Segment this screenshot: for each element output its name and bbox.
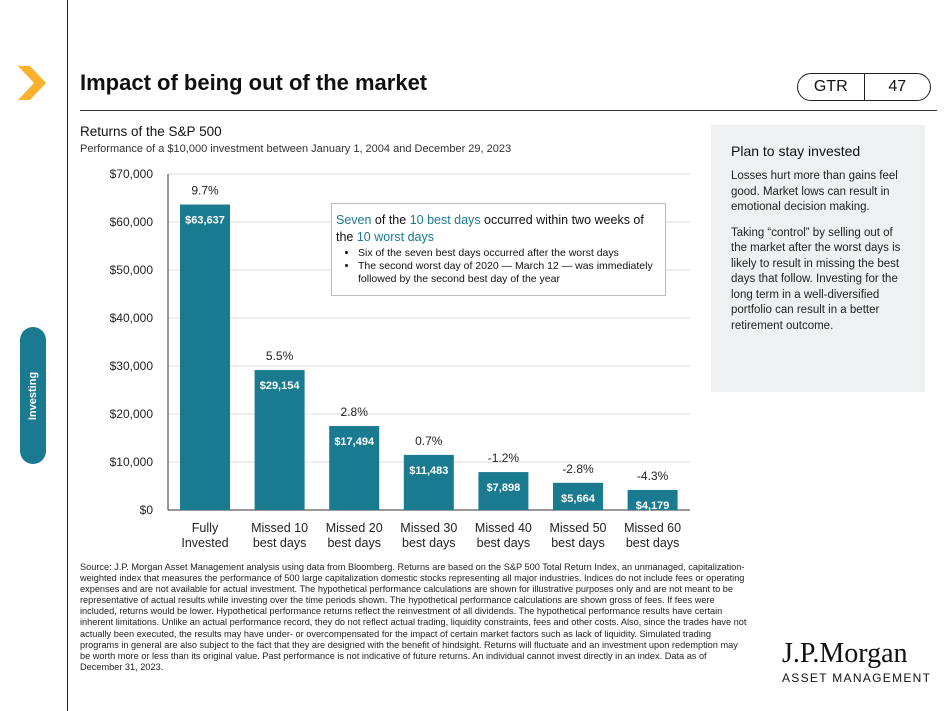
return-label: 9.7% — [191, 184, 219, 198]
bar — [254, 370, 305, 510]
panel-paragraph: Losses hurt more than gains feel good. M… — [731, 170, 898, 213]
annotation-text: 10 best days — [409, 213, 481, 227]
annotation-text: occurred within two weeks of the — [336, 213, 644, 244]
x-tick-label: best days — [327, 536, 381, 550]
logo-sub: ASSET MANAGEMENT — [782, 671, 932, 685]
divider-line — [67, 0, 68, 711]
x-tick-label: Missed 20 — [326, 521, 383, 535]
side-panel: Plan to stay invested Losses hurt more t… — [711, 125, 925, 392]
bar — [478, 472, 529, 510]
x-tick-label: best days — [402, 536, 456, 550]
y-tick-label: $0 — [140, 503, 154, 517]
x-tick-label: Fully — [192, 521, 219, 535]
y-tick-label: $10,000 — [110, 455, 154, 469]
bar-value-label: $63,637 — [185, 215, 225, 227]
annotation-text: Seven — [336, 213, 372, 227]
annotation-text: of the — [371, 213, 410, 227]
bar-value-label: $7,898 — [487, 482, 521, 494]
bar — [403, 454, 454, 510]
bar — [627, 489, 678, 510]
bar — [553, 482, 603, 510]
badge-gtr: GTR — [798, 74, 865, 100]
logo-name: J.P.Morgan — [782, 638, 908, 669]
annotation-bullet: The second worst day of 2020 — March 12 … — [358, 260, 661, 286]
return-label: 2.8% — [341, 405, 369, 419]
x-tick-label: Missed 10 — [251, 521, 308, 535]
x-tick-label: Missed 60 — [624, 521, 681, 535]
bar-value-label: $5,664 — [561, 493, 596, 505]
panel-paragraph: Taking “control” by selling out of the m… — [731, 226, 901, 332]
annotation-bullet: Six of the seven best days occurred afte… — [358, 247, 661, 260]
y-tick-label: $70,000 — [110, 167, 154, 181]
section-tab-investing[interactable]: Investing — [20, 327, 46, 464]
bar-chart: $0 $10,000 $20,000 $30,000 $40,000 $50,000 $60… — [110, 167, 690, 550]
x-tick-label: Missed 30 — [400, 521, 457, 535]
x-tick-label: best days — [477, 536, 531, 550]
annotation-text: 10 worst days — [356, 230, 434, 244]
chevron-right-icon — [18, 66, 46, 100]
annotation-box: Seven of the 10 best days occurred withi… — [331, 203, 666, 296]
x-tick-label: Missed 40 — [475, 521, 532, 535]
return-label: 5.5% — [266, 349, 294, 363]
y-tick-label: $30,000 — [110, 359, 154, 373]
footnote: Source: J.P. Morgan Asset Management ana… — [80, 562, 747, 672]
return-label: 0.7% — [415, 434, 443, 448]
chart-title: Returns of the S&P 500 — [80, 124, 222, 139]
y-tick-label: $50,000 — [110, 263, 154, 277]
y-tick-label: $40,000 — [110, 311, 154, 325]
bar — [329, 426, 380, 510]
return-label: -2.8% — [562, 462, 594, 476]
x-tick-label: best days — [626, 536, 680, 550]
page-badge: GTR 47 — [797, 73, 931, 101]
x-tick-label: best days — [551, 536, 605, 550]
y-tick-label: $20,000 — [110, 407, 154, 421]
jpmorgan-logo: J.P.Morgan ASSET MANAGEMENT — [782, 638, 931, 685]
return-label: -4.3% — [637, 469, 669, 483]
badge-page-number: 47 — [888, 78, 907, 95]
x-tick-label: Invested — [181, 536, 228, 550]
bar-value-label: $4,179 — [636, 500, 670, 512]
bar-value-label: $17,494 — [334, 436, 375, 448]
panel-title: Plan to stay invested — [731, 143, 861, 159]
return-label: -1.2% — [488, 451, 520, 465]
section-tab-label: Investing — [27, 371, 39, 420]
bar-value-label: $29,154 — [260, 380, 301, 392]
page-title: Impact of being out of the market — [80, 70, 428, 95]
x-tick-label: best days — [253, 536, 307, 550]
bar-value-label: $11,483 — [409, 465, 448, 477]
y-tick-label: $60,000 — [110, 215, 154, 229]
title-rule — [80, 110, 937, 111]
x-tick-label: Missed 50 — [550, 521, 607, 535]
bar — [180, 204, 230, 510]
chart-subtitle: Performance of a $10,000 investment betw… — [80, 143, 512, 155]
